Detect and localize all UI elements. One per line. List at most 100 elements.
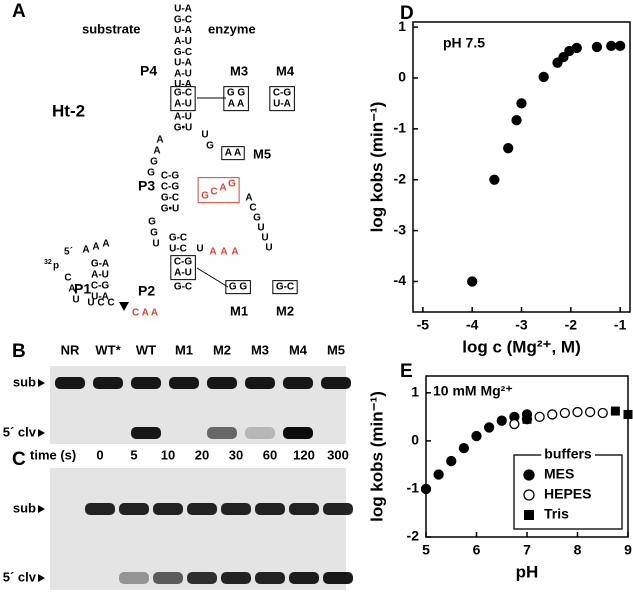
connector: [196, 267, 229, 288]
isotope-label: p: [53, 261, 59, 272]
lane-label: WT: [136, 342, 156, 357]
band: [221, 572, 251, 584]
nucleotide: G G: [227, 88, 246, 99]
nucleotide: A-U: [174, 99, 192, 110]
band-arrow: [38, 505, 45, 513]
band-arrow: [38, 379, 45, 387]
band: [207, 377, 237, 389]
point: [610, 406, 620, 416]
cleavage-arrowhead: [119, 302, 129, 311]
nucleotide: U: [152, 239, 159, 250]
nucleotide: A: [231, 247, 238, 258]
band-arrow: [38, 574, 45, 582]
band: [245, 427, 275, 439]
band: [153, 503, 183, 515]
box: [272, 280, 298, 295]
box: [225, 280, 251, 295]
nucleotide: A: [68, 284, 75, 295]
nucleotide: A: [82, 245, 89, 256]
nucleotide: A: [92, 242, 99, 253]
nucleotide: G-C: [174, 282, 192, 293]
region-label: P2: [138, 283, 155, 299]
point: [558, 51, 569, 63]
strand-label: substrate: [82, 21, 141, 36]
x-tick-label: -5: [417, 317, 430, 333]
nucleotide: C-G: [91, 281, 110, 292]
strand-label: enzyme: [208, 21, 256, 36]
lane-label: M4: [289, 342, 308, 357]
x-tick-label: 6: [473, 542, 481, 558]
nucleotide: G-C: [174, 14, 192, 25]
nucleotide: G-C: [276, 282, 294, 293]
point: [503, 143, 514, 154]
nucleotide: G-C: [174, 47, 192, 58]
nucleotide: G-C: [174, 88, 192, 99]
region-label: M2: [276, 303, 294, 318]
point: [606, 40, 617, 52]
point: [559, 407, 571, 419]
nucleotide: U: [201, 130, 208, 141]
nucleotide: A: [245, 193, 252, 204]
nucleotide: C: [210, 187, 217, 198]
gel: [50, 468, 346, 590]
nucleotide: C-G: [174, 257, 193, 268]
point: [591, 41, 603, 53]
band: [255, 503, 285, 515]
y-axis-label: log kobs (min⁻¹): [367, 102, 386, 233]
nucleotide: A: [153, 146, 160, 157]
band: [255, 572, 285, 584]
band: [131, 377, 161, 389]
nucleotide: U-A: [174, 25, 192, 36]
nucleotide: U C C: [87, 298, 114, 309]
nucleotide: G: [148, 217, 156, 228]
x-axis-label: log c (Mg²⁺, M): [462, 337, 581, 356]
panel-label: D: [400, 3, 414, 24]
point: [623, 409, 633, 419]
point: [522, 414, 532, 424]
nucleotide: A-U: [174, 68, 192, 79]
point: [446, 455, 457, 467]
nucleotide: G: [253, 213, 261, 224]
y-tick-label: 1: [411, 384, 419, 400]
nucleotide: U: [265, 243, 272, 254]
nucleotide: G•U: [174, 123, 193, 134]
nucleotide: G: [201, 191, 209, 202]
point: [420, 483, 432, 495]
band: [187, 503, 217, 515]
x-tick-label: -3: [515, 317, 528, 333]
lane-label: 20: [195, 447, 209, 462]
band-label: sub: [13, 374, 36, 389]
point: [511, 115, 522, 126]
band: [187, 572, 217, 584]
box: [223, 86, 249, 112]
chart-title: pH 7.5: [443, 35, 485, 51]
legend-title: buffers: [544, 446, 592, 462]
point: [433, 469, 444, 480]
region-label: M1: [230, 303, 248, 318]
band: [131, 427, 161, 439]
band: [119, 503, 149, 515]
box: [170, 86, 196, 112]
nucleotide: U-A: [174, 58, 192, 69]
panel-label: E: [400, 361, 413, 382]
point: [467, 276, 478, 287]
nucleotide: C: [249, 203, 256, 214]
nucleotide: A A: [225, 148, 241, 159]
nucleotide: A-U: [174, 36, 192, 47]
band: [55, 377, 85, 389]
nucleotide: G: [150, 157, 158, 168]
nucleotide: G: [147, 168, 155, 179]
y-axis-label: log kobs (min⁻¹): [367, 391, 386, 522]
lane-label: WT*: [95, 342, 121, 357]
panel-label: B: [12, 341, 26, 362]
region-label: P3: [138, 178, 155, 194]
y-tick-label: -2: [407, 528, 420, 544]
x-axis-label: pH: [516, 562, 539, 581]
point: [458, 442, 470, 454]
lane-label: 60: [263, 447, 277, 462]
nucleotide: G: [228, 179, 236, 190]
legend-marker: [524, 510, 534, 520]
nucleotide: U: [257, 223, 264, 234]
point: [489, 174, 500, 185]
